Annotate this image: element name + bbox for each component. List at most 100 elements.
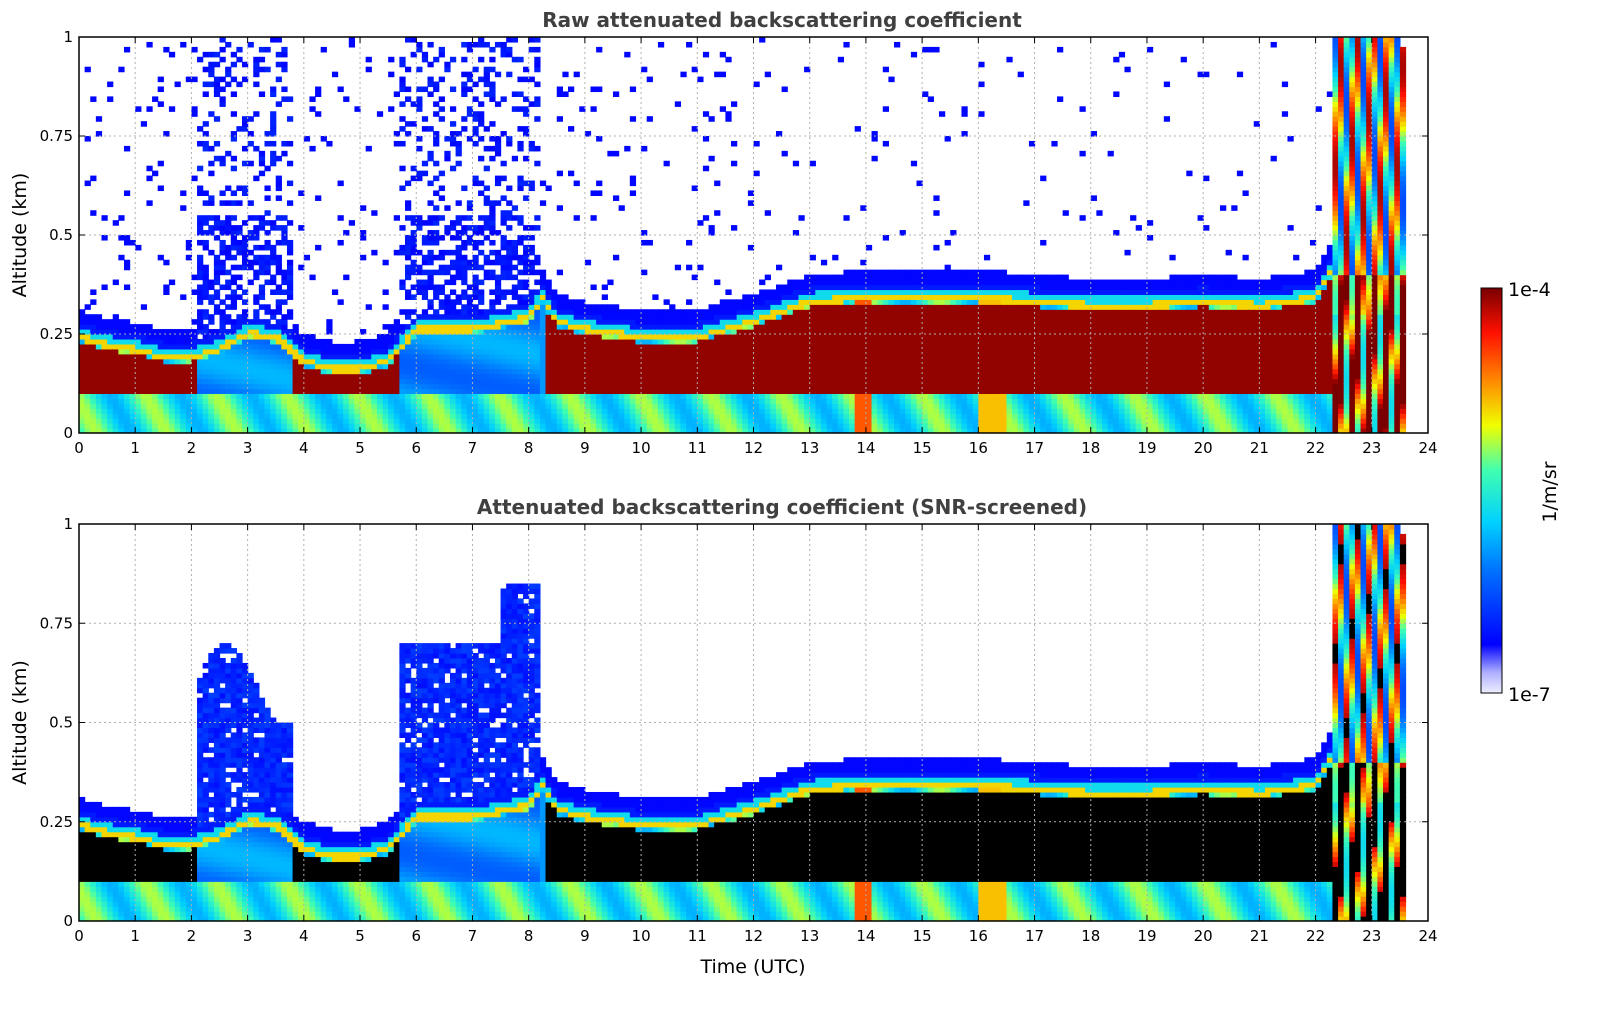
heatmap-cell: [792, 408, 800, 414]
heatmap-cell: [860, 284, 867, 291]
heatmap-cell: [804, 274, 811, 281]
heatmap-cell: [354, 413, 361, 419]
heatmap-cell: [242, 126, 249, 132]
heatmap-cell: [506, 398, 513, 404]
heatmap-cell: [343, 388, 350, 394]
heatmap-cell: [230, 165, 237, 172]
heatmap-cell: [489, 96, 496, 102]
heatmap-cell: [865, 378, 873, 385]
heatmap-cell: [849, 358, 856, 365]
heatmap-cell: [348, 368, 356, 375]
heatmap-cell: [691, 398, 698, 404]
heatmap-cell: [792, 319, 800, 325]
heatmap-cell: [275, 284, 282, 291]
heatmap-cell: [534, 145, 541, 152]
heatmap-cell: [500, 215, 507, 221]
heatmap-cell: [416, 363, 423, 370]
heatmap-cell: [230, 418, 237, 424]
heatmap-cell: [517, 185, 524, 192]
heatmap-cell: [669, 403, 676, 409]
heatmap-cell: [242, 314, 249, 320]
heatmap-cell: [337, 239, 344, 246]
heatmap-cell: [140, 329, 148, 335]
heatmap-cell: [736, 299, 743, 305]
heatmap-cell: [449, 319, 457, 325]
heatmap-cell: [393, 418, 400, 424]
heatmap-cell: [230, 76, 237, 83]
heatmap-cell: [624, 314, 631, 320]
heatmap-cell: [472, 314, 479, 320]
heatmap-cell: [264, 343, 271, 350]
heatmap-cell: [376, 393, 384, 399]
heatmap-cell: [264, 338, 271, 345]
heatmap-cell: [219, 249, 226, 256]
heatmap-cell: [882, 383, 889, 390]
heatmap-cell: [433, 338, 440, 345]
heatmap-cell: [365, 383, 372, 390]
heatmap-cell: [657, 408, 665, 414]
heatmap-cell: [922, 269, 929, 276]
heatmap-cell: [79, 324, 86, 330]
heatmap-cell: [556, 348, 563, 355]
heatmap-cell: [416, 378, 423, 385]
heatmap-cell: [877, 408, 884, 414]
heatmap-cell: [309, 343, 316, 350]
heatmap-cell: [804, 408, 811, 414]
heatmap-cell: [697, 358, 704, 365]
heatmap-cell: [185, 388, 193, 394]
heatmap-cell: [854, 413, 861, 419]
heatmap-cell: [191, 393, 198, 399]
heatmap-cell: [202, 121, 209, 127]
heatmap-cell: [764, 378, 771, 385]
heatmap-cell: [809, 423, 816, 429]
heatmap-cell: [219, 423, 226, 429]
heatmap-cell: [854, 126, 861, 132]
heatmap-cell: [298, 413, 305, 419]
heatmap-cell: [135, 378, 142, 385]
heatmap-cell: [213, 259, 221, 266]
heatmap-cell: [461, 338, 468, 345]
heatmap-cell: [494, 200, 502, 206]
heatmap-cell: [292, 383, 299, 390]
heatmap-cell: [247, 398, 254, 404]
heatmap-cell: [483, 388, 490, 394]
heatmap-cell: [213, 353, 221, 360]
heatmap-cell: [410, 121, 417, 127]
heatmap-cell: [545, 428, 552, 433]
heatmap-cell: [798, 329, 805, 335]
heatmap-cell: [871, 383, 878, 390]
heatmap-cell: [478, 329, 485, 335]
heatmap-cell: [286, 239, 294, 246]
heatmap-cell: [849, 423, 856, 429]
heatmap-cell: [624, 338, 631, 345]
heatmap-cell: [123, 264, 131, 271]
heatmap-cell: [455, 428, 462, 433]
heatmap-cell: [500, 378, 507, 385]
heatmap-cell: [489, 205, 496, 211]
heatmap-cell: [905, 373, 912, 380]
heatmap-cell: [219, 368, 226, 375]
heatmap-cell: [421, 388, 429, 394]
heatmap-cell: [123, 358, 131, 365]
heatmap-cell: [320, 343, 327, 350]
heatmap-cell: [489, 309, 496, 315]
heatmap-cell: [888, 388, 895, 394]
heatmap-cell: [107, 413, 114, 419]
heatmap-cell: [123, 239, 131, 246]
heatmap-cell: [792, 383, 800, 390]
heatmap-cell: [528, 140, 535, 147]
heatmap-cell: [348, 418, 356, 424]
heatmap-cell: [421, 413, 429, 419]
heatmap-cell: [163, 368, 170, 375]
heatmap-cell: [208, 383, 215, 390]
heatmap-cell: [646, 309, 653, 315]
heatmap-cell: [523, 329, 530, 335]
heatmap-cell: [837, 334, 845, 340]
heatmap-cell: [759, 289, 766, 295]
heatmap-cell: [731, 101, 738, 107]
heatmap-cell: [449, 131, 457, 137]
heatmap-cell: [140, 338, 148, 345]
heatmap-cell: [506, 239, 513, 246]
heatmap-cell: [657, 413, 665, 419]
